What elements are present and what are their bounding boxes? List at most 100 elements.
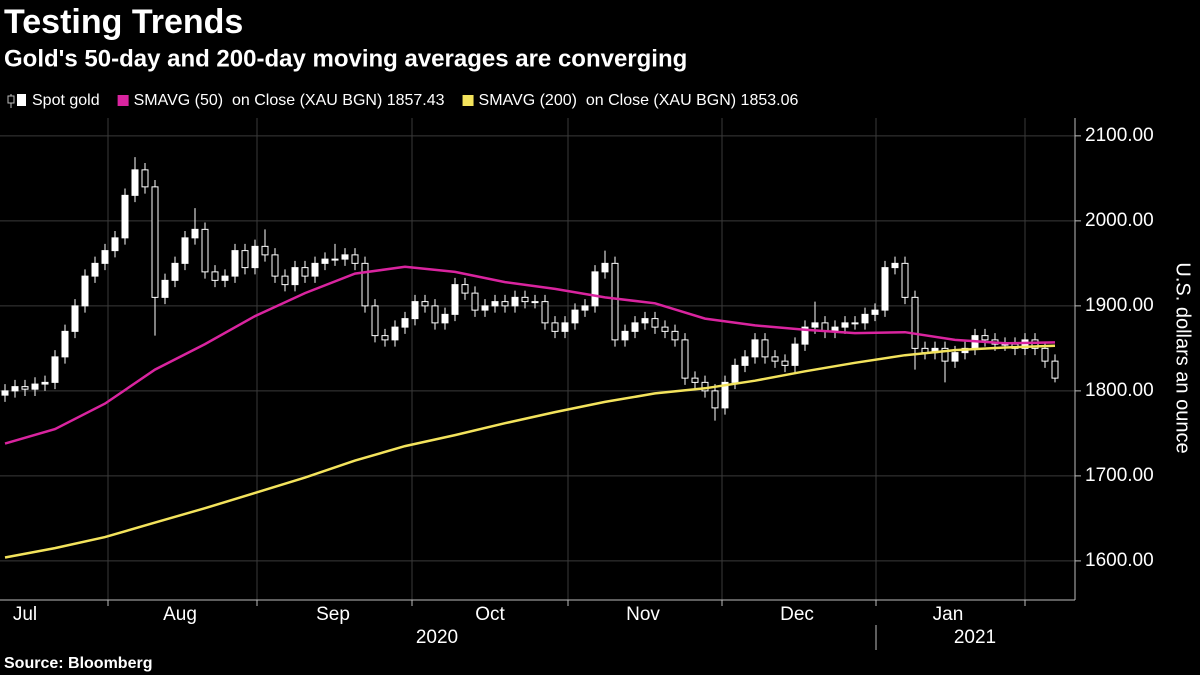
candle-body [851, 322, 859, 325]
candle-body [261, 245, 269, 256]
candle-body [371, 305, 379, 337]
candle-body [901, 262, 909, 298]
candle-body [651, 318, 659, 328]
candle-body [211, 271, 219, 281]
x-tick-label: Jul [13, 604, 37, 625]
candle-body [131, 169, 139, 196]
candle-body [91, 262, 99, 277]
x-tick-label: Sep [316, 604, 350, 625]
candle-body [51, 356, 59, 383]
candle-body [911, 296, 919, 349]
candle-body [501, 301, 509, 307]
y-tick-label: 1600.00 [1085, 550, 1154, 571]
candle-body [361, 262, 369, 307]
candle-body [231, 250, 239, 277]
x-tick-label: Nov [626, 604, 660, 625]
x-tick-label: Oct [475, 604, 505, 625]
candle-body [41, 381, 49, 385]
candle-body [71, 305, 79, 332]
candle-body [191, 228, 199, 239]
candle-body [521, 296, 529, 303]
candle-body [181, 237, 189, 264]
ma-line [4, 344, 1056, 559]
source: Source: Bloomberg [4, 655, 152, 672]
candle-body [951, 352, 959, 362]
candle-body [471, 292, 479, 311]
candle-body [751, 339, 759, 358]
chart-title: Testing Trends [4, 3, 243, 41]
candle-body [611, 262, 619, 341]
legend-label: SMAVG (200) on Close (XAU BGN) 1853.06 [479, 92, 799, 109]
candle-body [121, 194, 129, 239]
candle-body [391, 326, 399, 341]
candle-body [871, 309, 879, 315]
candle-body [841, 322, 849, 328]
candle-body [1031, 339, 1039, 349]
candle-body [331, 258, 339, 261]
chart-subtitle: Gold's 50-day and 200-day moving average… [4, 45, 687, 72]
candle-body [151, 186, 159, 298]
y-tick-label: 2100.00 [1085, 125, 1154, 146]
candle-body [681, 339, 689, 379]
candle-body [811, 322, 819, 328]
candle-body [341, 254, 349, 260]
candle-body [891, 262, 899, 269]
candle-body [541, 301, 549, 324]
legend-item: SMAVG (200) on Close (XAU BGN) 1853.06 [462, 92, 799, 109]
y-tick-label: 1900.00 [1085, 295, 1154, 316]
candle-body [661, 326, 669, 332]
candle-body [881, 267, 889, 311]
candle-body [711, 390, 719, 409]
candle-body [511, 296, 519, 307]
x-tick-label: Aug [163, 604, 197, 625]
candle-body [771, 356, 779, 362]
candle-body [271, 254, 279, 277]
legend-icon [17, 94, 26, 106]
candle-body [1051, 360, 1059, 379]
candle-body [621, 330, 629, 341]
candle-body [631, 322, 639, 332]
candle-body [431, 305, 439, 324]
candle-body [281, 275, 289, 286]
candle-body [981, 335, 989, 341]
candle-body [171, 262, 179, 281]
y-tick-label: 2000.00 [1085, 210, 1154, 231]
candle-body [141, 169, 149, 188]
year-label: 2020 [416, 627, 458, 648]
candle-body [321, 258, 329, 264]
candle-body [591, 271, 599, 307]
candle-body [571, 309, 579, 324]
candle-body [61, 330, 69, 358]
legend-label: SMAVG (50) on Close (XAU BGN) 1857.43 [134, 92, 445, 109]
candle-body [451, 284, 459, 315]
candle-body [581, 305, 589, 311]
candle-body [491, 301, 499, 307]
y-axis-label: U.S. dollars an ounce [1172, 262, 1194, 453]
legend-item: Spot gold [7, 92, 100, 109]
candle-body [721, 381, 729, 409]
candle-body [601, 262, 609, 273]
candle-body [861, 313, 869, 324]
candle-body [1041, 347, 1049, 362]
y-tick-label: 1700.00 [1085, 465, 1154, 486]
legend-item: SMAVG (50) on Close (XAU BGN) 1857.43 [117, 92, 445, 109]
candle-body [741, 356, 749, 366]
candle-body [941, 347, 949, 362]
candles [1, 157, 1059, 421]
candle-body [301, 267, 309, 277]
candle-body [11, 386, 19, 392]
candle-body [671, 330, 679, 341]
ma-line [4, 265, 1056, 445]
candle-body [441, 313, 449, 324]
year-label: 2021 [954, 627, 996, 648]
candle-body [731, 364, 739, 383]
candle-body [531, 301, 539, 304]
candle-body [241, 250, 249, 269]
candle-body [1, 390, 9, 396]
legend-swatch [462, 95, 474, 106]
candle-body [421, 301, 429, 307]
candle-body [101, 250, 109, 264]
legend-label: Spot gold [32, 92, 100, 109]
candle-body [381, 335, 389, 341]
